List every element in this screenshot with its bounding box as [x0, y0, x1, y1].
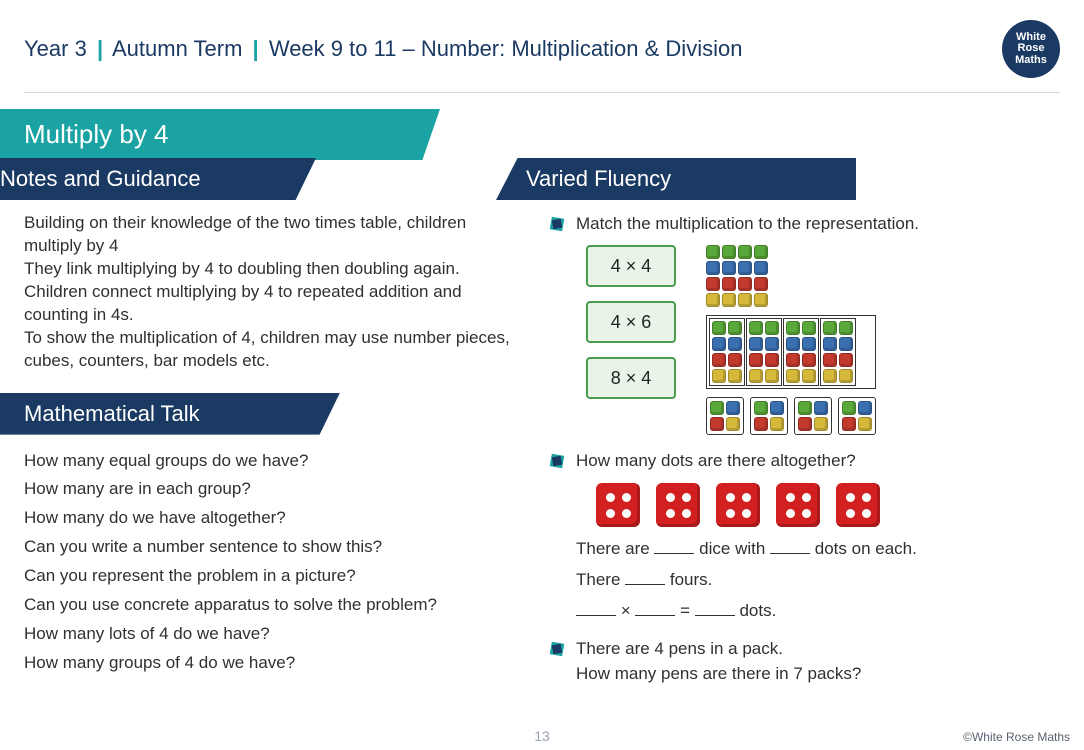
header-term: Autumn Term [112, 36, 242, 61]
page-header: Year 3 | Autumn Term | Week 9 to 11 – Nu… [0, 0, 1084, 88]
die-icon [836, 483, 880, 527]
separator: | [97, 36, 103, 61]
fluency-2-line2: There fours. [576, 568, 1060, 593]
fluency-heading-band: Varied Fluency [496, 158, 856, 200]
talk-question: Can you write a number sentence to show … [24, 533, 524, 562]
fluency-2-line1: There are dice with dots on each. [576, 537, 1060, 562]
cube-representations [706, 245, 876, 435]
die-icon [716, 483, 760, 527]
fluency-1-prompt: Match the multiplication to the represen… [576, 212, 1060, 237]
talk-question: Can you represent the problem in a pictu… [24, 562, 524, 591]
fluency-item-1: Match the multiplication to the represen… [548, 212, 1060, 435]
talk-heading-band: Mathematical Talk [0, 393, 340, 435]
talk-question: Can you use concrete apparatus to solve … [24, 591, 524, 620]
talk-question: How many equal groups do we have? [24, 447, 524, 476]
notes-heading: Notes and Guidance [0, 166, 201, 191]
logo-white-rose-maths: White Rose Maths [1002, 20, 1060, 78]
fluency-2-line3: × = dots. [576, 599, 1060, 624]
expr-box: 4 × 6 [586, 301, 676, 343]
left-column: Building on their knowledge of the two t… [24, 212, 524, 700]
dice-row [596, 483, 1060, 527]
logo-line: Maths [1015, 55, 1047, 67]
fluency-3-line2: How many pens are there in 7 packs? [576, 662, 1060, 687]
header-divider [24, 92, 1060, 93]
right-column: Match the multiplication to the represen… [548, 212, 1060, 700]
talk-question: How many lots of 4 do we have? [24, 620, 524, 649]
lesson-title: Multiply by 4 [24, 119, 169, 149]
talk-question: How many are in each group? [24, 475, 524, 504]
lesson-title-band: Multiply by 4 [0, 109, 440, 160]
cube-rep-4-groups [706, 397, 876, 435]
talk-questions: How many equal groups do we have?How man… [24, 447, 524, 678]
fluency-heading: Varied Fluency [526, 166, 671, 191]
copyright: ©White Rose Maths [963, 730, 1070, 744]
fluency-item-2: How many dots are there altogether? Ther… [548, 449, 1060, 624]
die-icon [656, 483, 700, 527]
expression-boxes: 4 × 4 4 × 6 8 × 4 [586, 245, 676, 399]
fluency-item-3: There are 4 pens in a pack. How many pen… [548, 637, 1060, 686]
fluency-2-prompt: How many dots are there altogether? [576, 449, 1060, 474]
separator: | [253, 36, 259, 61]
die-icon [596, 483, 640, 527]
bullet-icon [548, 452, 566, 470]
fluency-3-line1: There are 4 pens in a pack. [576, 637, 1060, 662]
cube-rep-4x4 [706, 245, 876, 307]
notes-heading-band: Notes and Guidance [0, 158, 316, 200]
notes-body: Building on their knowledge of the two t… [24, 212, 524, 373]
expr-box: 8 × 4 [586, 357, 676, 399]
expr-box: 4 × 4 [586, 245, 676, 287]
talk-question: How many groups of 4 do we have? [24, 649, 524, 678]
header-year: Year 3 [24, 36, 87, 61]
bullet-icon [548, 640, 566, 658]
header-week: Week 9 to 11 – Number: Multiplication & … [269, 36, 743, 61]
cube-rep-4x8-grid [706, 315, 876, 389]
bullet-icon [548, 215, 566, 233]
die-icon [776, 483, 820, 527]
talk-question: How many do we have altogether? [24, 504, 524, 533]
page-number: 13 [534, 728, 550, 744]
header-breadcrumb: Year 3 | Autumn Term | Week 9 to 11 – Nu… [24, 36, 742, 62]
talk-heading: Mathematical Talk [24, 401, 200, 426]
